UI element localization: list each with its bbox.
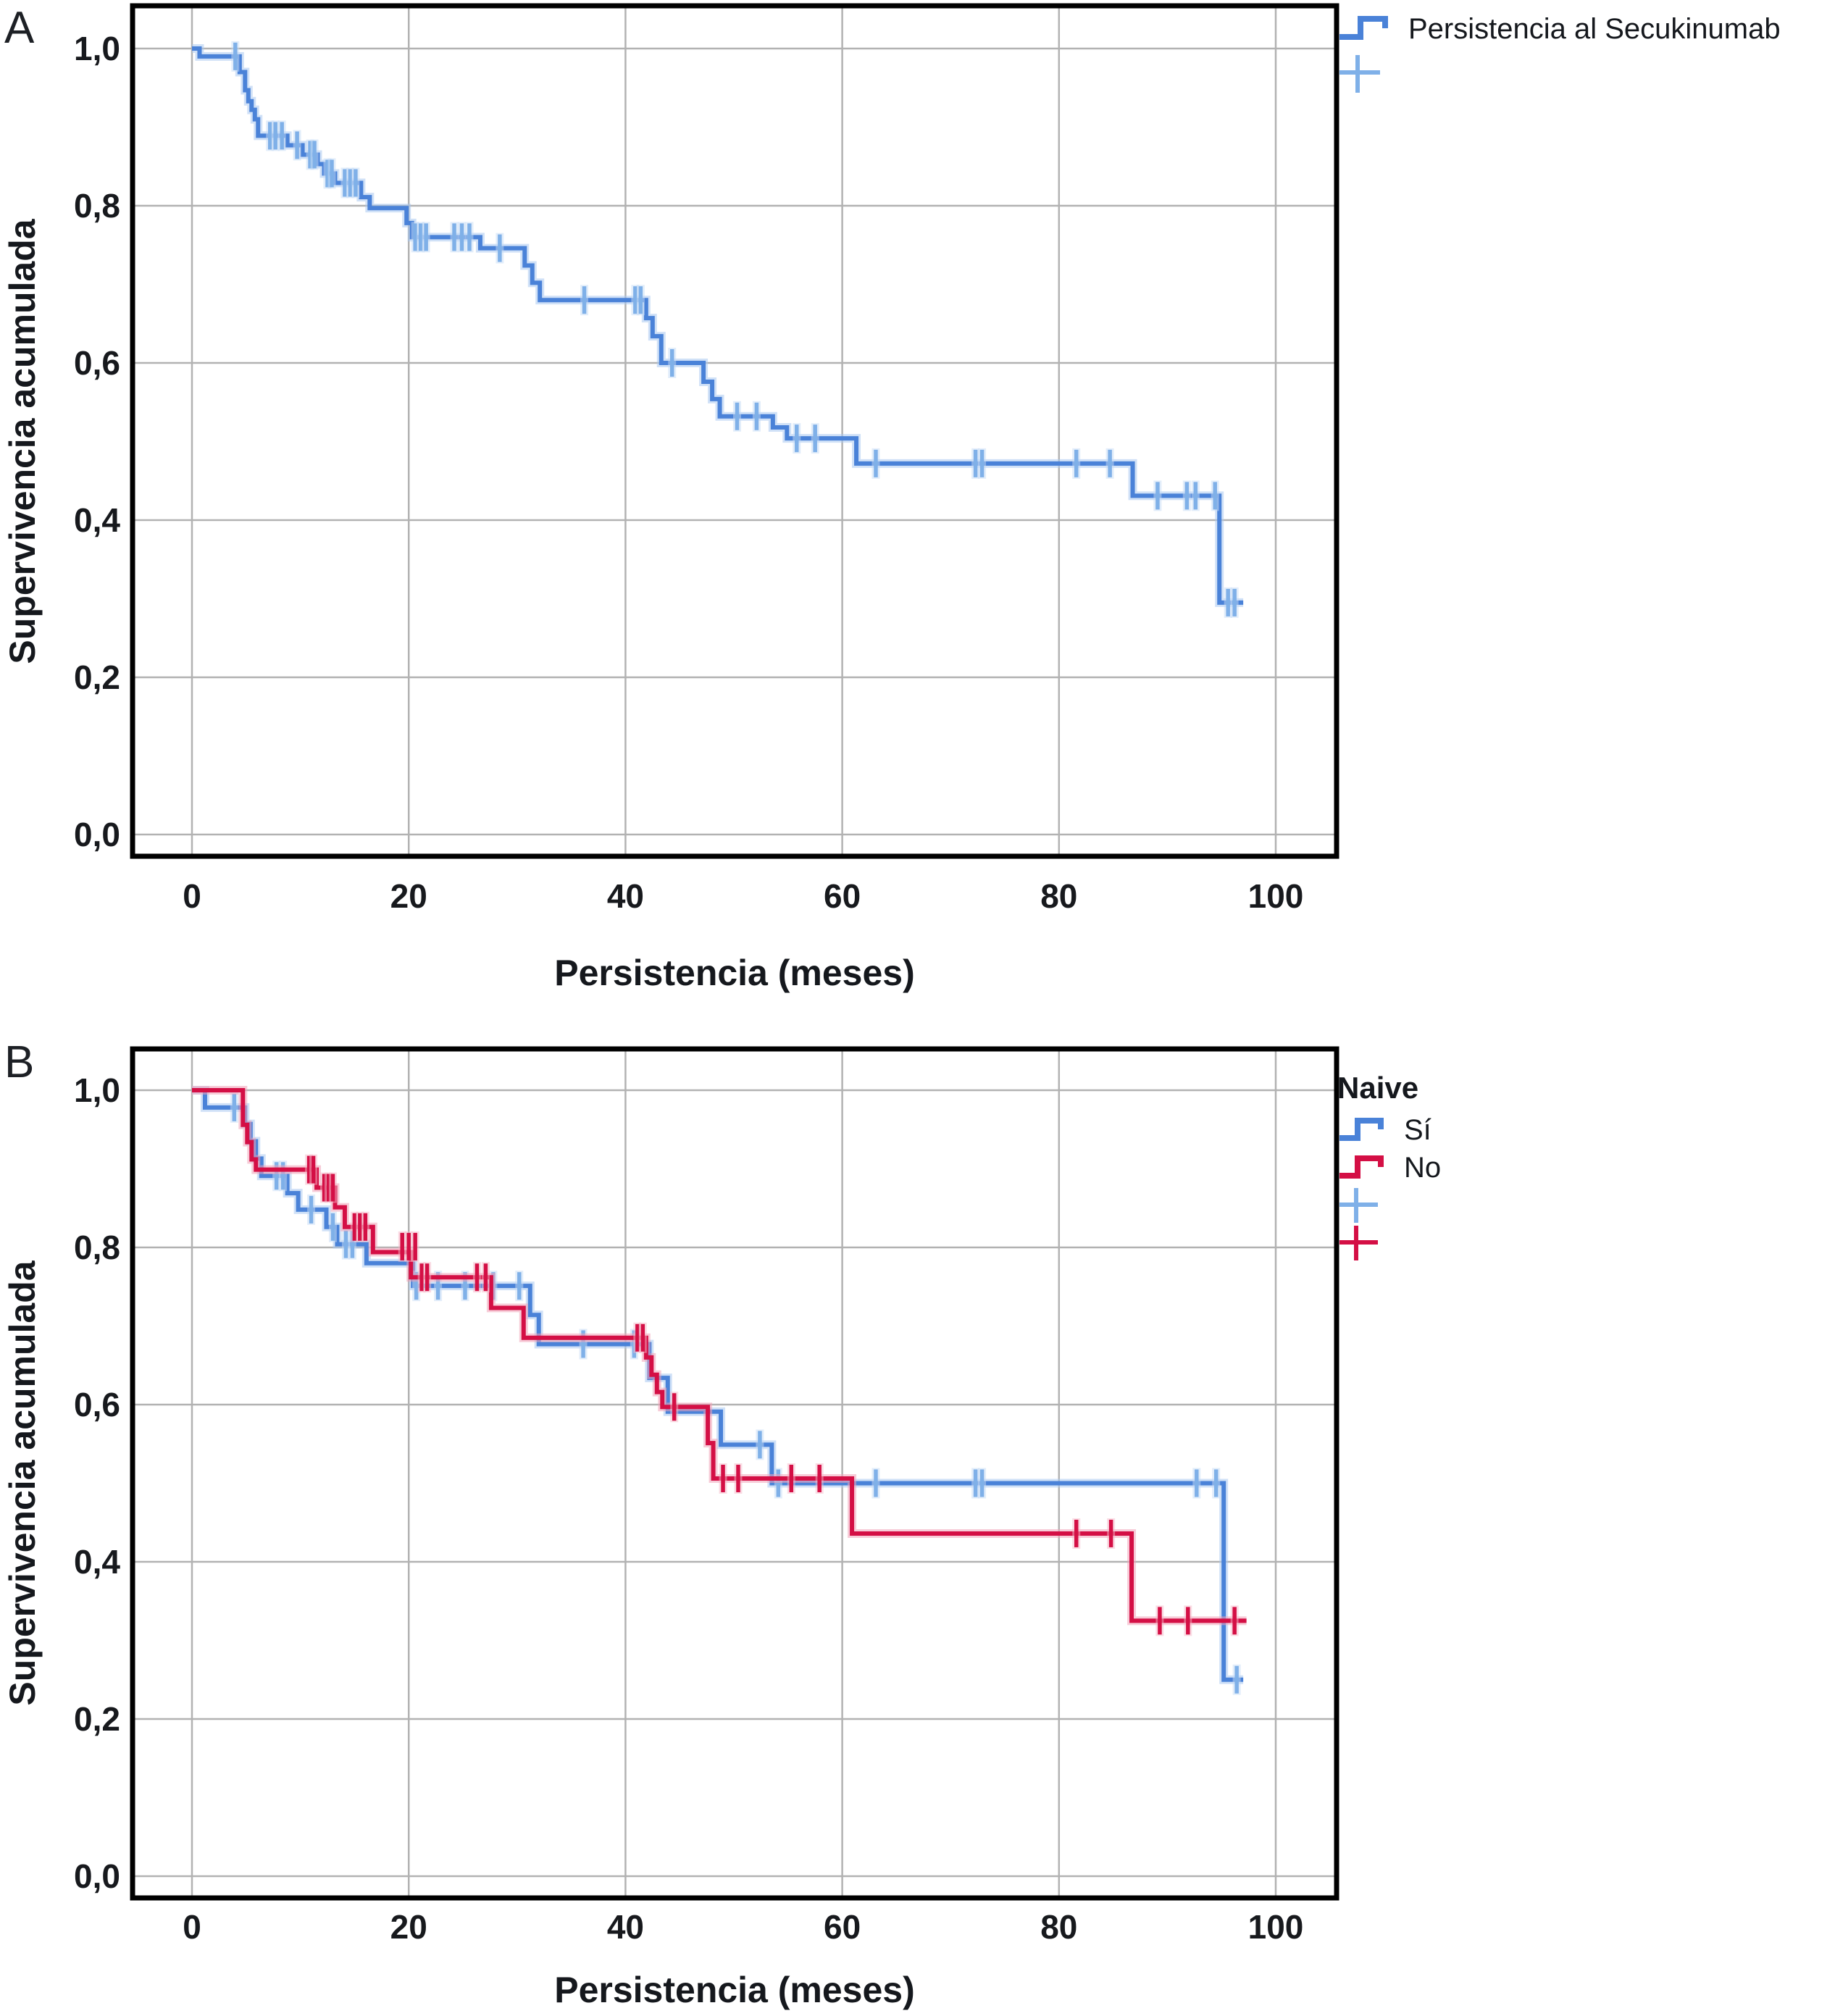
censor-plus-icon [1337,52,1382,96]
x-axis-title: Persistencia (meses) [554,1970,915,2010]
panel-a-legend: Persistencia al Secukinumab [1337,13,1781,93]
x-tick-label: 0 [183,1908,201,1946]
y-tick-label: 1,0 [74,1071,120,1109]
x-tick-label: 40 [607,877,644,915]
legend-label-secukinumab: Persistencia al Secukinumab [1408,13,1781,45]
y-tick-label: 0,6 [74,344,120,382]
y-tick-label: 0,8 [74,1229,120,1266]
legend-item-censored-no [1337,1224,1441,1262]
x-tick-label: 20 [390,1908,427,1946]
legend-item-censored [1337,55,1781,93]
y-tick-label: 0,4 [74,1543,120,1581]
y-axis-title: Supervivencia acumulada [2,1260,43,1705]
x-tick-label: 20 [390,877,427,915]
x-tick-label: 40 [607,1908,644,1946]
legend-item-censored-si [1337,1187,1441,1224]
y-tick-label: 0,4 [74,501,120,539]
step-line-icon-red [1337,1153,1395,1183]
y-tick-label: 0,0 [74,816,120,853]
x-axis-title: Persistencia (meses) [554,953,915,993]
legend-title-naive: Naive [1337,1071,1419,1105]
censor-plus-icon-blue [1337,1187,1382,1224]
censor-plus-icon-red [1337,1224,1382,1262]
y-axis-title: Supervivencia acumulada [2,218,43,664]
step-line-icon-blue [1337,1115,1395,1145]
panel-a-letter: A [4,3,35,53]
plot-frame [130,1046,1339,1901]
x-tick-label: 100 [1248,877,1304,915]
panel-a-km-chart: 0 20 40 60 80 100 1,0 0,8 0,6 0,4 0,2 0,0 Persistenc… [2,3,1339,993]
panel-b-legend: Naive Sí No [1337,1071,1441,1262]
panel-b-letter: B [4,1037,35,1087]
y-tick-label: 0,8 [74,187,120,225]
x-tick-label: 60 [824,877,861,915]
plot-frame [130,3,1339,859]
panel-b-km-chart: 0 20 40 60 80 100 1,0 0,8 0,6 0,4 0,2 0,0 Persistenc… [2,1046,1339,2010]
legend-item-no: No [1337,1152,1441,1184]
x-tick-label: 60 [824,1908,861,1946]
y-tick-label: 0,6 [74,1386,120,1423]
legend-item-secukinumab: Persistencia al Secukinumab [1337,13,1781,45]
y-tick-label: 0,2 [74,658,120,696]
y-tick-label: 0,2 [74,1700,120,1738]
x-tick-label: 80 [1040,1908,1077,1946]
km-curve-1 [192,1088,1247,1623]
legend-label-no: No [1404,1152,1442,1184]
x-tick-label: 100 [1248,1908,1304,1946]
legend-label-si: Sí [1404,1114,1431,1147]
y-tick-label: 0,0 [74,1857,120,1895]
x-tick-label: 0 [183,877,201,915]
y-tick-label: 1,0 [74,30,120,67]
x-tick-label: 80 [1040,877,1077,915]
step-line-icon [1337,13,1400,45]
legend-item-si: Sí [1337,1114,1441,1146]
